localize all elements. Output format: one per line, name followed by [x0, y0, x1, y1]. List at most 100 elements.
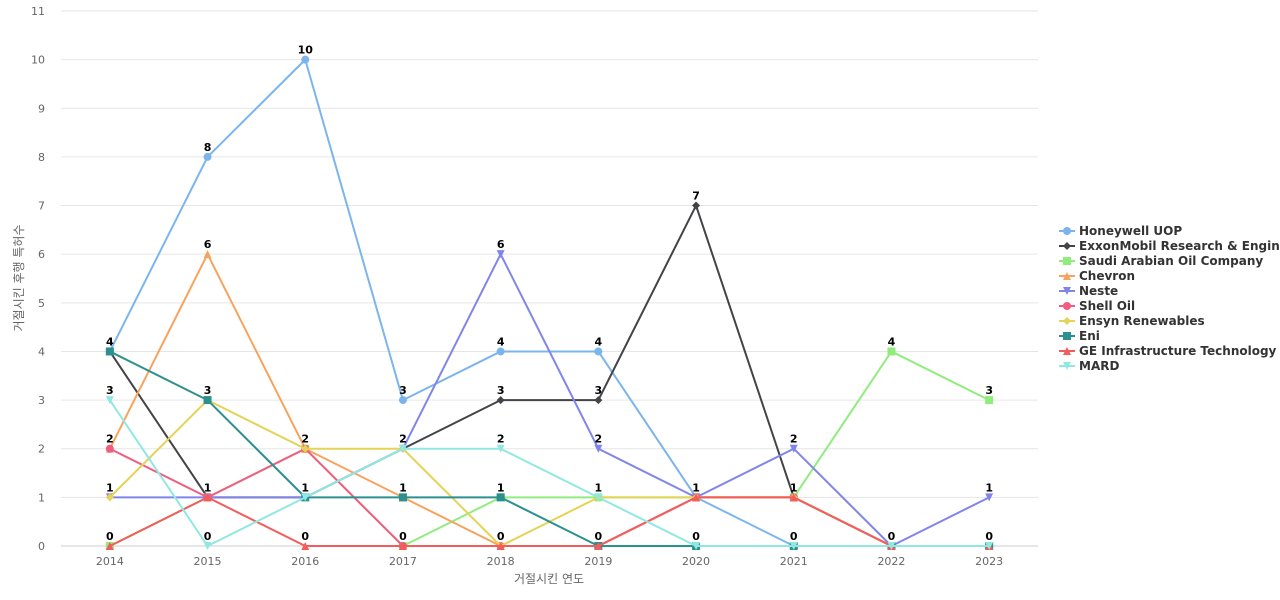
- x-tick-label: 2022: [877, 555, 905, 568]
- x-tick-label: 2019: [584, 555, 612, 568]
- data-label: 0: [595, 530, 603, 543]
- y-tick-label: 6: [38, 248, 45, 261]
- legend-marker: [1063, 302, 1071, 310]
- y-tick-label: 8: [38, 151, 45, 164]
- data-label: 2: [399, 433, 407, 446]
- data-label: 3: [985, 384, 993, 397]
- data-label: 1: [985, 481, 993, 494]
- data-point: [692, 201, 701, 210]
- data-label: 2: [106, 433, 114, 446]
- data-label: 2: [497, 433, 505, 446]
- data-point: [203, 542, 212, 550]
- legend-label: GE Infrastructure Technology: [1079, 344, 1277, 358]
- data-point: [594, 493, 603, 502]
- data-label: 0: [301, 530, 309, 543]
- data-label: 1: [497, 481, 505, 494]
- x-tick-label: 2014: [96, 555, 124, 568]
- data-label: 4: [888, 335, 896, 348]
- data-point: [301, 444, 310, 453]
- data-label: 0: [790, 530, 798, 543]
- legend-item: Honeywell UOP: [1059, 224, 1182, 238]
- x-tick-label: 2023: [975, 555, 1003, 568]
- data-point: [789, 493, 798, 502]
- data-label: 3: [204, 384, 212, 397]
- legend-marker: [1063, 287, 1071, 295]
- x-tick-label: 2016: [291, 555, 319, 568]
- y-tick-label: 2: [38, 443, 45, 456]
- data-point: [887, 347, 896, 356]
- y-tick-label: 7: [38, 200, 45, 213]
- legend-item: Shell Oil: [1059, 299, 1135, 313]
- data-point: [692, 542, 701, 550]
- data-label: 4: [106, 335, 114, 348]
- data-label: 3: [595, 384, 603, 397]
- data-label: 1: [106, 481, 114, 494]
- data-point: [496, 396, 505, 405]
- data-point: [496, 250, 505, 259]
- legend-item: ExxonMobil Research & Engin...: [1059, 239, 1280, 253]
- data-label: 0: [985, 530, 993, 543]
- data-point: [985, 493, 994, 502]
- legend-marker: [1063, 347, 1071, 355]
- legend-label: Honeywell UOP: [1079, 224, 1182, 238]
- y-tick-label: 11: [31, 5, 45, 18]
- data-label: 10: [298, 44, 314, 57]
- data-point: [203, 396, 212, 405]
- legend-label: Ensyn Renewables: [1079, 314, 1205, 328]
- data-labels: 4321086310102103210643210432107102104031…: [106, 44, 993, 543]
- data-point: [203, 152, 212, 161]
- legend-marker: [1063, 242, 1071, 250]
- data-label: 1: [790, 481, 798, 494]
- data-point: [105, 396, 114, 405]
- legend-label: Saudi Arabian Oil Company: [1079, 254, 1263, 268]
- data-label: 0: [692, 530, 700, 543]
- legend-label: Chevron: [1079, 269, 1135, 283]
- data-label: 2: [301, 433, 309, 446]
- data-point: [594, 347, 603, 356]
- x-tick-label: 2015: [194, 555, 222, 568]
- data-point: [692, 493, 701, 502]
- data-label: 1: [595, 481, 603, 494]
- y-tick-label: 9: [38, 102, 45, 115]
- data-label: 1: [301, 481, 309, 494]
- x-axis-ticks: 2014 2015 2016 2017 2018 2019 2020 2021 2022 2023: [96, 555, 1003, 568]
- data-point: [203, 250, 212, 259]
- series-line: [108, 204, 991, 547]
- data-point: [789, 444, 798, 453]
- x-tick-label: 2020: [682, 555, 710, 568]
- legend-marker: [1063, 272, 1071, 280]
- y-tick-label: 4: [38, 345, 45, 358]
- data-point: [887, 542, 896, 550]
- data-label: 8: [204, 141, 212, 154]
- series-mard: [105, 396, 994, 550]
- y-tick-label: 1: [38, 491, 45, 504]
- data-point: [203, 493, 212, 502]
- series-line: [108, 253, 991, 547]
- data-point: [789, 542, 798, 550]
- legend-marker: [1063, 332, 1071, 340]
- legend-label: Eni: [1079, 329, 1100, 343]
- legend-label: MARD: [1079, 359, 1119, 373]
- data-point: [398, 396, 407, 405]
- data-point: [398, 444, 407, 453]
- y-axis-ticks: 0 1 2 3 4 5 6 7 8 9 10 11: [31, 5, 45, 553]
- data-point: [301, 55, 310, 64]
- data-point: [105, 542, 114, 550]
- legend-marker: [1063, 257, 1071, 265]
- data-label: 6: [497, 238, 505, 251]
- data-label: 0: [399, 530, 407, 543]
- data-label: 1: [204, 481, 212, 494]
- data-label: 2: [595, 433, 603, 446]
- data-label: 3: [497, 384, 505, 397]
- x-tick-label: 2017: [389, 555, 417, 568]
- data-point: [105, 347, 114, 356]
- grid-lines: [61, 10, 1038, 547]
- y-tick-label: 3: [38, 394, 45, 407]
- series-line: [108, 399, 991, 547]
- legend-marker: [1063, 227, 1071, 235]
- legend-item: Eni: [1059, 329, 1100, 343]
- data-label: 3: [106, 384, 114, 397]
- data-point: [105, 444, 114, 453]
- data-point: [301, 542, 310, 550]
